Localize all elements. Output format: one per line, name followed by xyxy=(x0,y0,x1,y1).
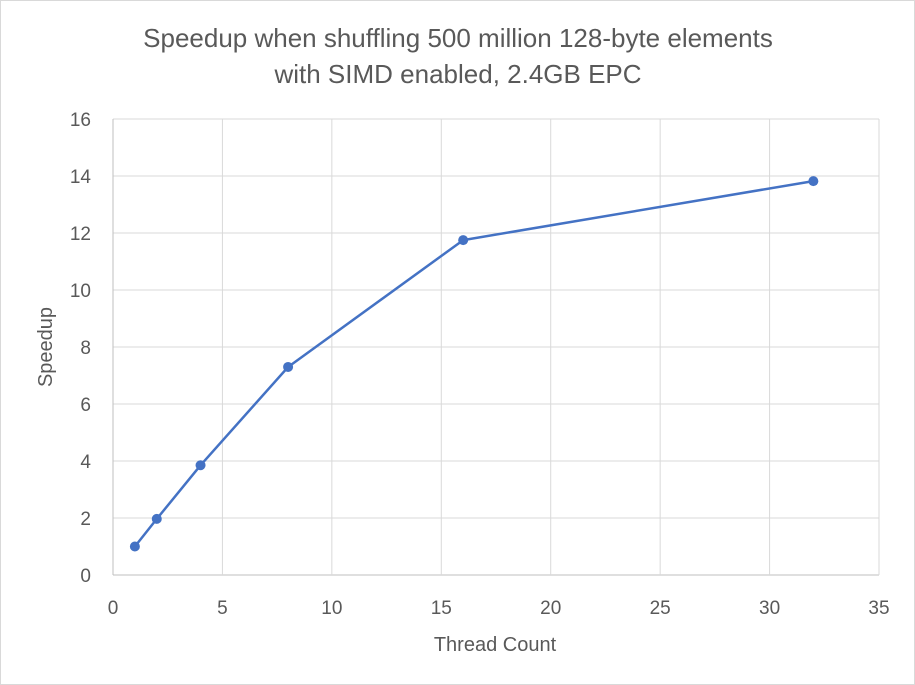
data-point xyxy=(458,235,469,246)
y-tick-label: 8 xyxy=(80,338,91,359)
series-line xyxy=(133,179,814,548)
y-tick-label: 6 xyxy=(80,395,91,416)
chart-title-line-1: Speedup when shuffling 500 million 128-b… xyxy=(143,23,773,53)
data-point xyxy=(283,361,294,372)
x-tick-label: 35 xyxy=(868,598,889,619)
y-tick-label: 0 xyxy=(80,566,91,587)
y-tick-label: 16 xyxy=(70,110,91,131)
x-tick-label: 20 xyxy=(540,598,561,619)
data-point xyxy=(129,541,140,552)
data-point xyxy=(151,513,162,524)
y-tick-label: 10 xyxy=(70,281,91,302)
chart-title: Speedup when shuffling 500 million 128-b… xyxy=(143,23,773,89)
series-speedup xyxy=(129,176,819,552)
y-axis-tick-labels: 0 2 4 6 8 10 12 14 16 xyxy=(70,110,92,587)
x-axis-title: Thread Count xyxy=(434,634,557,656)
gridlines xyxy=(112,118,880,576)
y-tick-label: 12 xyxy=(70,224,91,245)
y-tick-label: 2 xyxy=(80,509,91,530)
y-tick-label: 14 xyxy=(70,167,92,188)
chart-title-line-2: with SIMD enabled, 2.4GB EPC xyxy=(273,59,641,89)
x-tick-label: 30 xyxy=(759,598,780,619)
x-tick-label: 10 xyxy=(321,598,342,619)
y-axis-title: Speedup xyxy=(35,307,57,387)
y-tick-label: 4 xyxy=(80,452,91,473)
x-tick-label: 5 xyxy=(217,598,228,619)
x-axis-tick-labels: 0 5 10 15 20 25 30 35 xyxy=(108,598,890,619)
x-tick-label: 0 xyxy=(108,598,119,619)
data-point xyxy=(808,176,819,187)
x-tick-label: 15 xyxy=(431,598,452,619)
data-point xyxy=(195,460,206,471)
x-tick-label: 25 xyxy=(650,598,671,619)
